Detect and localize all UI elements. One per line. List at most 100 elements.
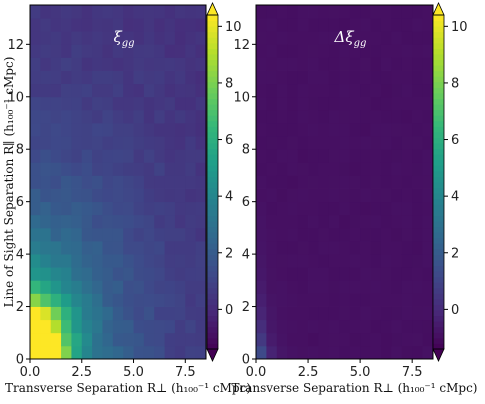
heatmap-cell xyxy=(256,306,267,321)
heatmap-cell xyxy=(50,254,62,268)
heatmap-cell xyxy=(164,306,176,321)
heatmap-cell xyxy=(339,306,351,321)
heatmap-cell xyxy=(266,123,278,137)
heatmap-cell xyxy=(287,227,299,242)
heatmap-cell xyxy=(195,162,207,176)
colorbar-segment xyxy=(433,109,444,116)
heatmap-cell xyxy=(360,201,371,216)
colorbar-segment xyxy=(433,20,444,27)
heatmap-cell xyxy=(164,44,176,58)
heatmap-cell xyxy=(40,306,52,321)
colorbar-segment xyxy=(207,315,218,322)
heatmap-cell xyxy=(143,332,155,347)
heatmap-cell xyxy=(40,109,52,124)
heatmap-cell xyxy=(50,175,62,189)
heatmap-cell xyxy=(50,57,62,71)
heatmap-cell xyxy=(195,306,207,321)
heatmap-cell xyxy=(185,44,197,58)
heatmap-cell xyxy=(370,267,382,281)
colorbar-segment xyxy=(207,76,218,83)
heatmap-cell xyxy=(61,241,72,255)
heatmap-cell xyxy=(339,123,351,137)
heatmap-cell xyxy=(61,5,72,19)
heatmap-cell xyxy=(71,214,83,229)
colorbar-segment xyxy=(207,282,218,289)
heatmap-cell xyxy=(360,280,371,294)
heatmap-cell xyxy=(154,214,165,229)
heatmap-cell xyxy=(81,57,93,71)
heatmap-cell xyxy=(401,241,413,255)
heatmap-cell xyxy=(349,175,361,189)
colorbar-segment xyxy=(433,343,444,350)
heatmap-cell xyxy=(349,162,361,176)
heatmap-cell xyxy=(164,109,176,124)
left-panel: ξgg 0.0 2.5 5.0 7.5 0 2 4 6 8 10 12 0 2 4 6 8 10 xyxy=(7,2,242,380)
heatmap-cell xyxy=(143,227,155,242)
heatmap-cell xyxy=(339,70,351,85)
heatmap-cell xyxy=(391,254,403,268)
heatmap-cell xyxy=(174,96,186,111)
heatmap-cell xyxy=(287,123,299,137)
heatmap-cell xyxy=(112,70,124,85)
heatmap-cell xyxy=(422,254,434,268)
heatmap-cell xyxy=(266,5,278,19)
heatmap-cell xyxy=(112,83,124,98)
heatmap-cell xyxy=(112,96,124,111)
heatmap-cell xyxy=(349,96,361,111)
heatmap-cell xyxy=(81,162,93,176)
heatmap-cell xyxy=(123,18,134,32)
heatmap-cell xyxy=(318,175,330,189)
heatmap-cell xyxy=(256,96,267,111)
heatmap-cell xyxy=(256,149,267,163)
heatmap-cell xyxy=(380,214,392,229)
heatmap-cell xyxy=(174,201,186,216)
heatmap-cell xyxy=(92,136,103,150)
heatmap-cell xyxy=(318,254,330,268)
heatmap-cell xyxy=(50,280,62,294)
heatmap-cell xyxy=(318,306,330,321)
heatmap-cell xyxy=(349,18,361,32)
colorbar-delta-xi-gg: 0 2 4 6 8 10 xyxy=(432,2,468,362)
heatmap-cell xyxy=(92,227,103,242)
heatmap-cell xyxy=(339,345,351,360)
heatmap-cell xyxy=(195,175,207,189)
heatmap-cell xyxy=(266,227,278,242)
heatmap-cell xyxy=(349,201,361,216)
colorbar-segment xyxy=(433,282,444,289)
heatmap-cell xyxy=(287,175,299,189)
heatmap-cell xyxy=(164,188,176,203)
heatmap-cell xyxy=(308,345,319,360)
colorbar-segment xyxy=(433,92,444,99)
heatmap-cell xyxy=(297,241,309,255)
heatmap-cell xyxy=(61,214,72,229)
heatmap-cell xyxy=(401,96,413,111)
heatmap-cell xyxy=(266,149,278,163)
heatmap-cell xyxy=(266,214,278,229)
heatmap-cell xyxy=(123,162,134,176)
heatmap-cell xyxy=(276,31,288,45)
heatmap-cell xyxy=(422,306,434,321)
heatmap-cell xyxy=(360,345,371,360)
heatmap-cell xyxy=(143,31,155,45)
heatmap-cell xyxy=(123,123,134,137)
heatmap-cell xyxy=(30,254,41,268)
heatmap-cell xyxy=(174,280,186,294)
heatmap-cell xyxy=(61,319,72,334)
heatmap-cell xyxy=(30,188,41,203)
heatmap-cell xyxy=(102,254,114,268)
heatmap-cell xyxy=(391,214,403,229)
heatmap-cell xyxy=(123,109,134,124)
heatmap-cell xyxy=(164,241,176,255)
heatmap-cell xyxy=(102,214,114,229)
heatmap-cell xyxy=(30,57,41,71)
heatmap-cell xyxy=(391,319,403,334)
heatmap-cell xyxy=(349,109,361,124)
colorbar-segment xyxy=(433,131,444,138)
heatmap-cell xyxy=(185,109,197,124)
heatmap-cell xyxy=(401,188,413,203)
heatmap-cell xyxy=(276,162,288,176)
colorbar-segment xyxy=(433,176,444,183)
heatmap-cell xyxy=(61,44,72,58)
heatmap-cell xyxy=(308,149,319,163)
colorbar-segment xyxy=(433,81,444,88)
